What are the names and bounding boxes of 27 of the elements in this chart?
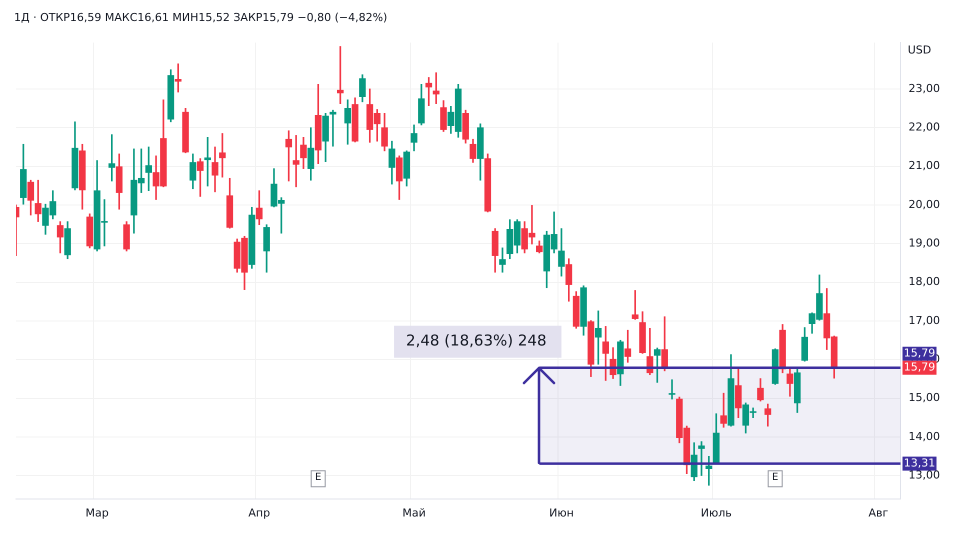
- y-axis-title: USD: [908, 43, 932, 56]
- y-tick-label: 17,00: [908, 314, 940, 327]
- x-tick-label: Июль: [700, 506, 732, 520]
- y-tick-label: 21,00: [908, 159, 940, 172]
- y-tick-label: 14,00: [908, 430, 940, 443]
- x-tick-label: Июн: [549, 506, 574, 520]
- candlestick: [668, 379, 676, 400]
- y-tick-label: 18,00: [908, 275, 940, 288]
- candlestick: [330, 110, 336, 147]
- y-tick-label: 19,00: [908, 236, 940, 250]
- x-tick-label: Мар: [85, 506, 109, 520]
- ref-line-label: 13,31: [904, 456, 936, 470]
- annotation: E: [772, 472, 778, 483]
- x-tick-label: Май: [402, 506, 426, 520]
- x-tick-label: Апр: [248, 506, 270, 520]
- y-tick-label: 22,00: [908, 120, 940, 134]
- candlestick: [499, 248, 506, 273]
- y-tick-label: 13,00: [908, 468, 940, 482]
- y-tick-label: 20,00: [908, 198, 940, 211]
- y-tick-label: 23,00: [908, 82, 940, 95]
- chart-title: 1Д · ОТКР16,59 МАКС16,61 МИН15,52 ЗАКР15,79 −0,80 (−4,82%): [13, 10, 388, 26]
- x-tick-label: Авг: [868, 506, 889, 520]
- candlestick: [698, 441, 705, 476]
- annotation: 15,79: [904, 360, 936, 374]
- band-label: 2,48 (18,63%) 248: [406, 332, 546, 350]
- y-tick-label: 15,00: [908, 391, 940, 404]
- annotation: E: [315, 472, 322, 483]
